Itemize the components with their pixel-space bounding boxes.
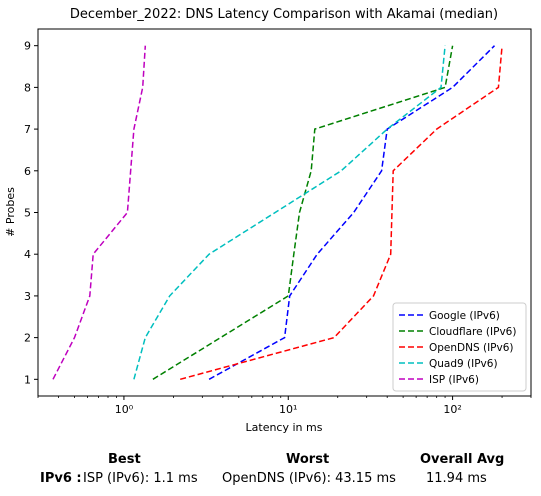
y-axis-label: # Probes [4,187,17,237]
y-tick-label: 2 [24,332,31,345]
latency-chart: December_2022: DNS Latency Comparison wi… [4,7,532,434]
x-tick-label: 10⁰ [115,403,134,416]
legend-label: Cloudflare (IPv6) [429,326,516,338]
summary-panel: Best Worst Overall Avg IPv6 : ISP (IPv6)… [0,448,541,496]
y-tick-label: 8 [24,81,31,94]
y-tick-label: 6 [24,165,31,178]
legend-label: ISP (IPv6) [429,374,479,386]
legend-label: OpenDNS (IPv6) [429,342,514,354]
x-tick-label: 10¹ [279,403,297,416]
legend: Google (IPv6) Cloudflare (IPv6) OpenDNS (I… [392,302,527,392]
best-value: ISP (IPv6): 1.1 ms [83,471,198,486]
y-tick-label: 7 [24,123,31,136]
best-header: Best [108,452,141,467]
overall-avg-value: 11.94 ms [426,471,487,486]
series-lines [52,45,503,381]
y-tick-label: 4 [24,248,31,261]
series-line-cloudflare [152,45,454,380]
legend-box [392,302,527,392]
y-tick-label: 3 [24,290,31,303]
series-line-isp [52,45,147,380]
x-tick-label: 10² [443,403,461,416]
y-tick-label: 9 [24,40,31,53]
ipv6-row-label: IPv6 : [40,471,82,486]
legend-label: Quad9 (IPv6) [429,358,498,370]
axes-ticks: 10⁰ 10¹ 10² 1 2 3 4 5 6 7 8 9 [24,40,532,416]
series-line-google [208,45,496,380]
x-axis-label: Latency in ms [246,421,323,434]
chart-title: December_2022: DNS Latency Comparison wi… [70,7,498,22]
y-tick-label: 5 [24,207,31,220]
series-line-quad9 [133,45,446,380]
overall-avg-header: Overall Avg [420,452,505,467]
legend-label: Google (IPv6) [429,310,500,322]
worst-value: OpenDNS (IPv6): 43.15 ms [222,471,396,486]
y-tick-label: 1 [24,373,31,386]
worst-header: Worst [286,452,330,467]
